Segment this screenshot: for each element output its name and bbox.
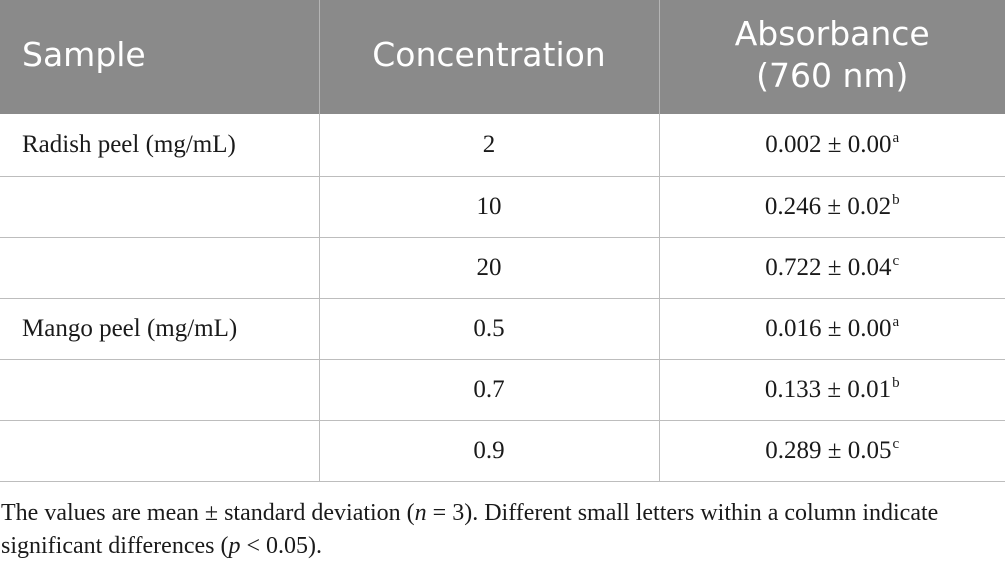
footnote-text-1: The values are mean ± standard deviation… [1,500,415,526]
cell-sample [0,420,319,482]
header-absorbance-line1: Absorbance [734,14,930,53]
footnote-text-2: = 3). Different small letters within a c… [1,500,939,559]
cell-concentration: 0.9 [318,420,659,482]
significance-letter: c [892,252,900,269]
absorbance-value: 0.002 ± 0.00 [765,130,892,158]
cell-sample [0,237,319,299]
cell-concentration: 0.7 [318,359,659,421]
header-absorbance-line2: (760 nm) [756,56,909,95]
footnote-n-variable: n [414,500,427,526]
absorbance-value: 0.016 ± 0.00 [765,314,892,342]
cell-concentration: 20 [318,237,659,299]
absorbance-value: 0.246 ± 0.02 [764,192,892,220]
table-row: 20 0.722 ± 0.04c [0,237,1005,299]
header-sample: Sample [0,0,319,114]
significance-letter: c [892,435,900,452]
footnote-text-3: < 0.05). [240,533,322,559]
absorbance-value: 0.722 ± 0.04 [765,253,892,281]
cell-sample [0,359,319,421]
header-concentration: Concentration [318,0,659,114]
cell-absorbance: 0.722 ± 0.04c [658,237,1005,299]
significance-letter: b [892,191,900,208]
significance-letter: a [892,313,900,330]
table-body: Radish peel (mg/mL) 2 0.002 ± 0.00a 10 0… [0,114,1005,482]
table-row: 0.7 0.133 ± 0.01b [0,359,1005,421]
absorbance-value: 0.289 ± 0.05 [765,436,892,464]
cell-absorbance: 0.016 ± 0.00a [658,298,1005,360]
cell-sample: Radish peel (mg/mL) [0,114,319,177]
table-row: Mango peel (mg/mL) 0.5 0.016 ± 0.00a [0,298,1005,360]
header-row: Sample Concentration Absorbance (760 nm) [0,0,1005,114]
cell-sample [0,176,319,238]
cell-absorbance: 0.246 ± 0.02b [658,176,1005,238]
table-row: 0.9 0.289 ± 0.05c [0,420,1005,482]
cell-concentration: 2 [318,114,659,177]
table-header: Sample Concentration Absorbance (760 nm) [0,0,1005,114]
cell-concentration: 10 [318,176,659,238]
significance-letter: a [892,129,900,146]
absorbance-table: Sample Concentration Absorbance (760 nm)… [0,0,1005,482]
absorbance-value: 0.133 ± 0.01 [764,375,892,403]
table-footnote: The values are mean ± standard deviation… [1,497,991,563]
table-row: Radish peel (mg/mL) 2 0.002 ± 0.00a [0,114,1005,177]
cell-concentration: 0.5 [318,298,659,360]
cell-absorbance: 0.002 ± 0.00a [658,114,1005,177]
cell-sample: Mango peel (mg/mL) [0,298,319,360]
table-row: 10 0.246 ± 0.02b [0,176,1005,238]
cell-absorbance: 0.133 ± 0.01b [658,359,1005,421]
header-absorbance: Absorbance (760 nm) [658,0,1005,114]
cell-absorbance: 0.289 ± 0.05c [658,420,1005,482]
significance-letter: b [892,374,900,391]
footnote-p-variable: p [228,533,241,559]
